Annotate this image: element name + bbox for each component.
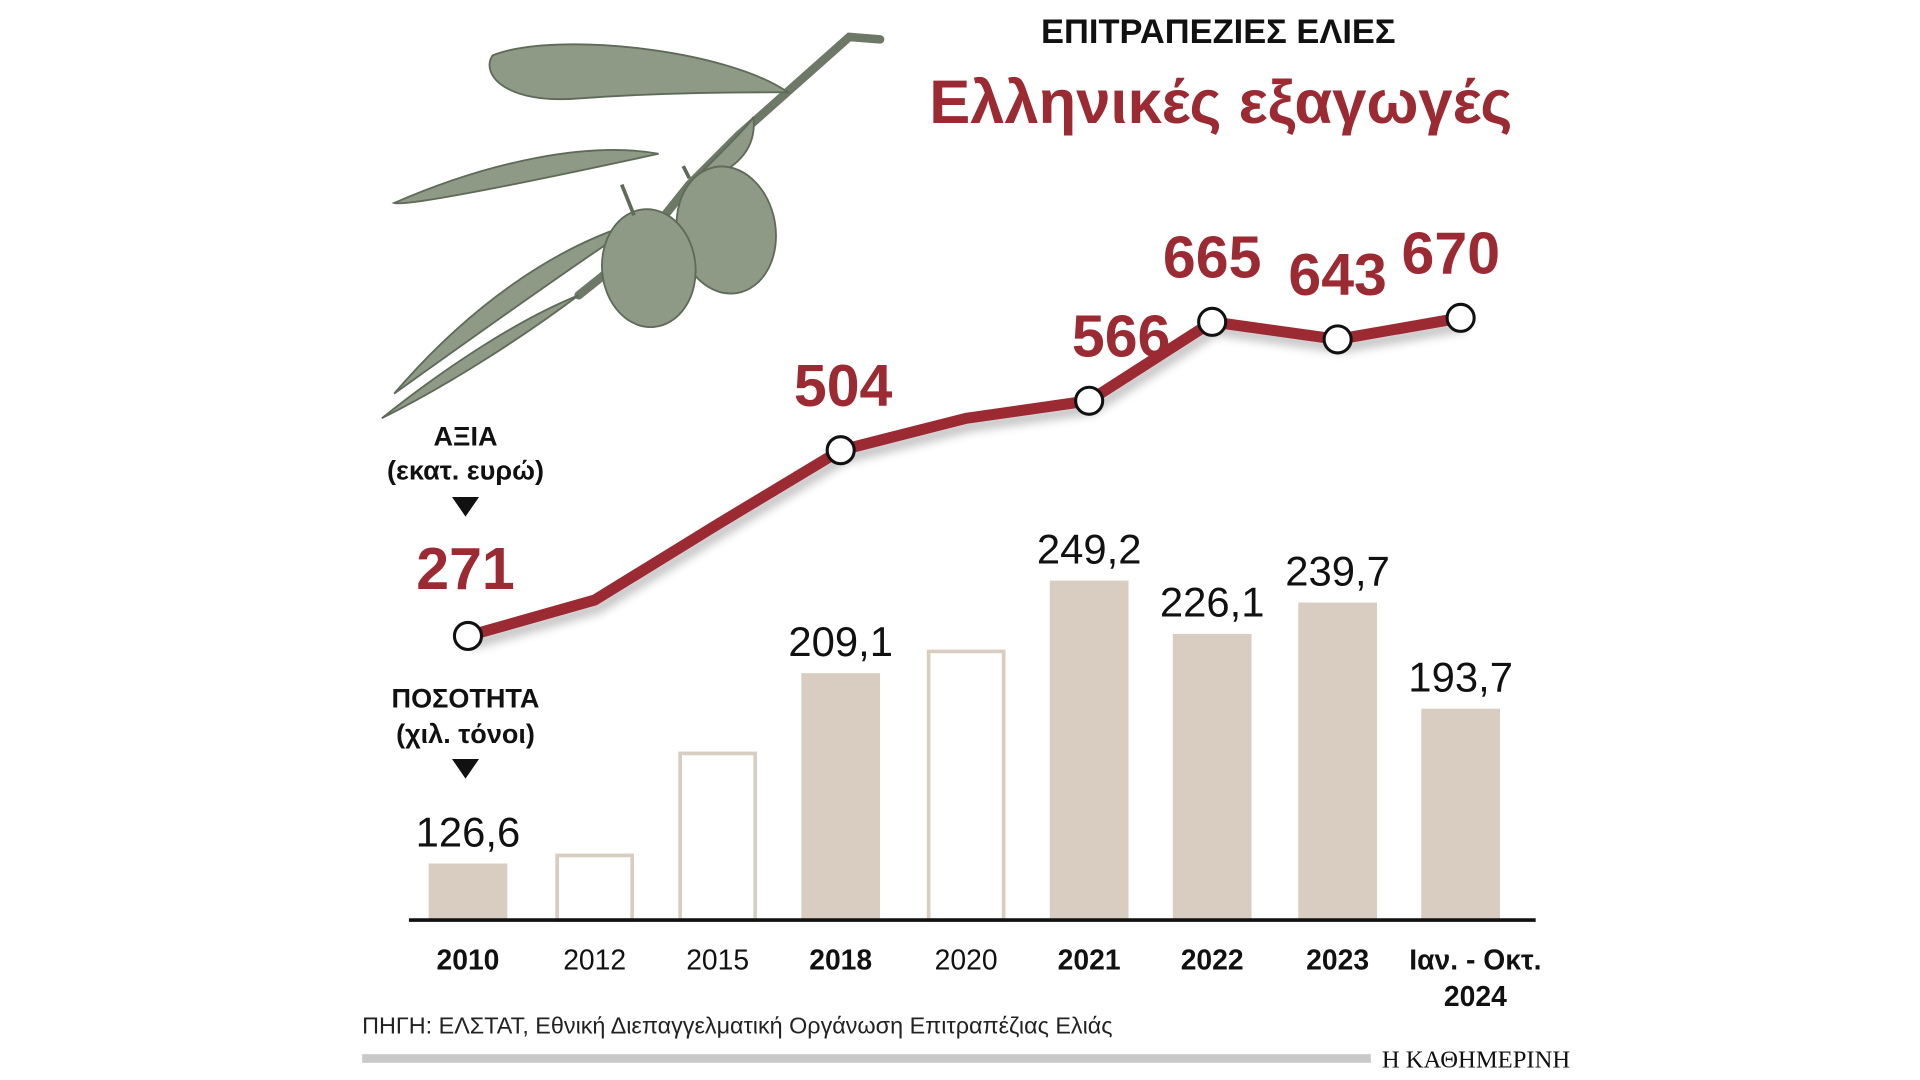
source-note: ΠΗΓΗ: ΕΛΣΤΑΤ, Εθνική Διεπαγγελματική Οργ…	[362, 1012, 1112, 1038]
x-tick-label: 2024	[1444, 980, 1507, 1012]
bar-data-label: 209,1	[788, 618, 893, 665]
x-tick-label: 2010	[437, 943, 500, 975]
bar-series-legend: ΠΟΣΟΤΗΤΑ (χιλ. τόνοι)	[392, 683, 540, 779]
bar-2022	[1172, 633, 1252, 921]
bar-2021	[1049, 580, 1129, 921]
line-marker-2018	[825, 435, 856, 466]
olive-branch-illustration	[381, 32, 885, 420]
line-marker-2022	[1197, 306, 1228, 337]
x-tick-label: 2021	[1058, 943, 1121, 975]
x-tick-label: Ιαν. - Οκτ.	[1409, 943, 1541, 975]
line-data-label: 271	[416, 536, 515, 602]
bar-data-label: 126,6	[416, 808, 521, 855]
bar-2015	[678, 751, 758, 922]
line-data-label: 504	[794, 353, 893, 419]
x-tick-label: 2018	[809, 943, 872, 975]
triangle-down-icon	[451, 758, 480, 779]
chart-supertitle: ΕΠΙΤΡΑΠΕΖΙΕΣ ΕΛΙΕΣ	[1041, 13, 1396, 51]
bar-2020	[926, 649, 1006, 922]
bar-series: 126,6 209,1 249,2 226,1 239,7 193,7	[416, 525, 1513, 922]
bar-Ιαν. - Οκτ. 2024	[1421, 708, 1500, 921]
bar-data-label: 249,2	[1037, 525, 1142, 572]
line-data-label: 566	[1072, 303, 1171, 369]
x-tick-label: 2012	[563, 943, 626, 975]
line-series-legend: ΑΞΙΑ (εκατ. ευρώ)	[387, 421, 544, 517]
line-data-label: 665	[1163, 225, 1262, 291]
line-data-label: 643	[1288, 242, 1387, 308]
bar-data-label: 226,1	[1160, 579, 1265, 626]
value-line	[466, 312, 1462, 642]
bar-2010	[428, 863, 508, 921]
bar-legend-line-2: (χιλ. τόνοι)	[396, 719, 535, 749]
x-tick-label: 2022	[1181, 943, 1244, 975]
x-axis-tick-labels: 2010 2012 2015 2018 2020 2021 2022 2023 Ιαν. - Ο…	[437, 943, 1542, 1012]
line-marker-2023	[1322, 324, 1353, 355]
x-tick-label: 2015	[686, 943, 749, 975]
publisher-logo: Η ΚΑΘΗΜΕΡΙΝΗ	[1382, 1047, 1570, 1074]
line-legend-line-1: ΑΞΙΑ	[434, 421, 498, 451]
line-data-label: 670	[1402, 221, 1501, 287]
x-tick-label: 2020	[935, 943, 998, 975]
bar-legend-line-1: ΠΟΣΟΤΗΤΑ	[392, 683, 540, 713]
bar-2023	[1298, 602, 1377, 921]
footer-bar	[362, 1054, 1371, 1063]
bar-2018	[801, 673, 881, 921]
triangle-down-icon	[451, 496, 480, 517]
bar-data-label: 193,7	[1408, 653, 1513, 700]
line-legend-line-2: (εκατ. ευρώ)	[387, 456, 544, 486]
line-marker-Ιαν. - Οκτ. 2024	[1445, 302, 1476, 333]
line-marker-2010	[452, 620, 484, 652]
line-marker-2021	[1074, 385, 1105, 416]
x-tick-label: 2023	[1306, 943, 1369, 975]
bar-2012	[555, 853, 635, 922]
line-series: 271 504 566 665 643 670	[416, 221, 1501, 652]
bar-data-label: 239,7	[1285, 547, 1390, 594]
chart-title: Ελληνικές εξαγωγές	[929, 68, 1512, 137]
